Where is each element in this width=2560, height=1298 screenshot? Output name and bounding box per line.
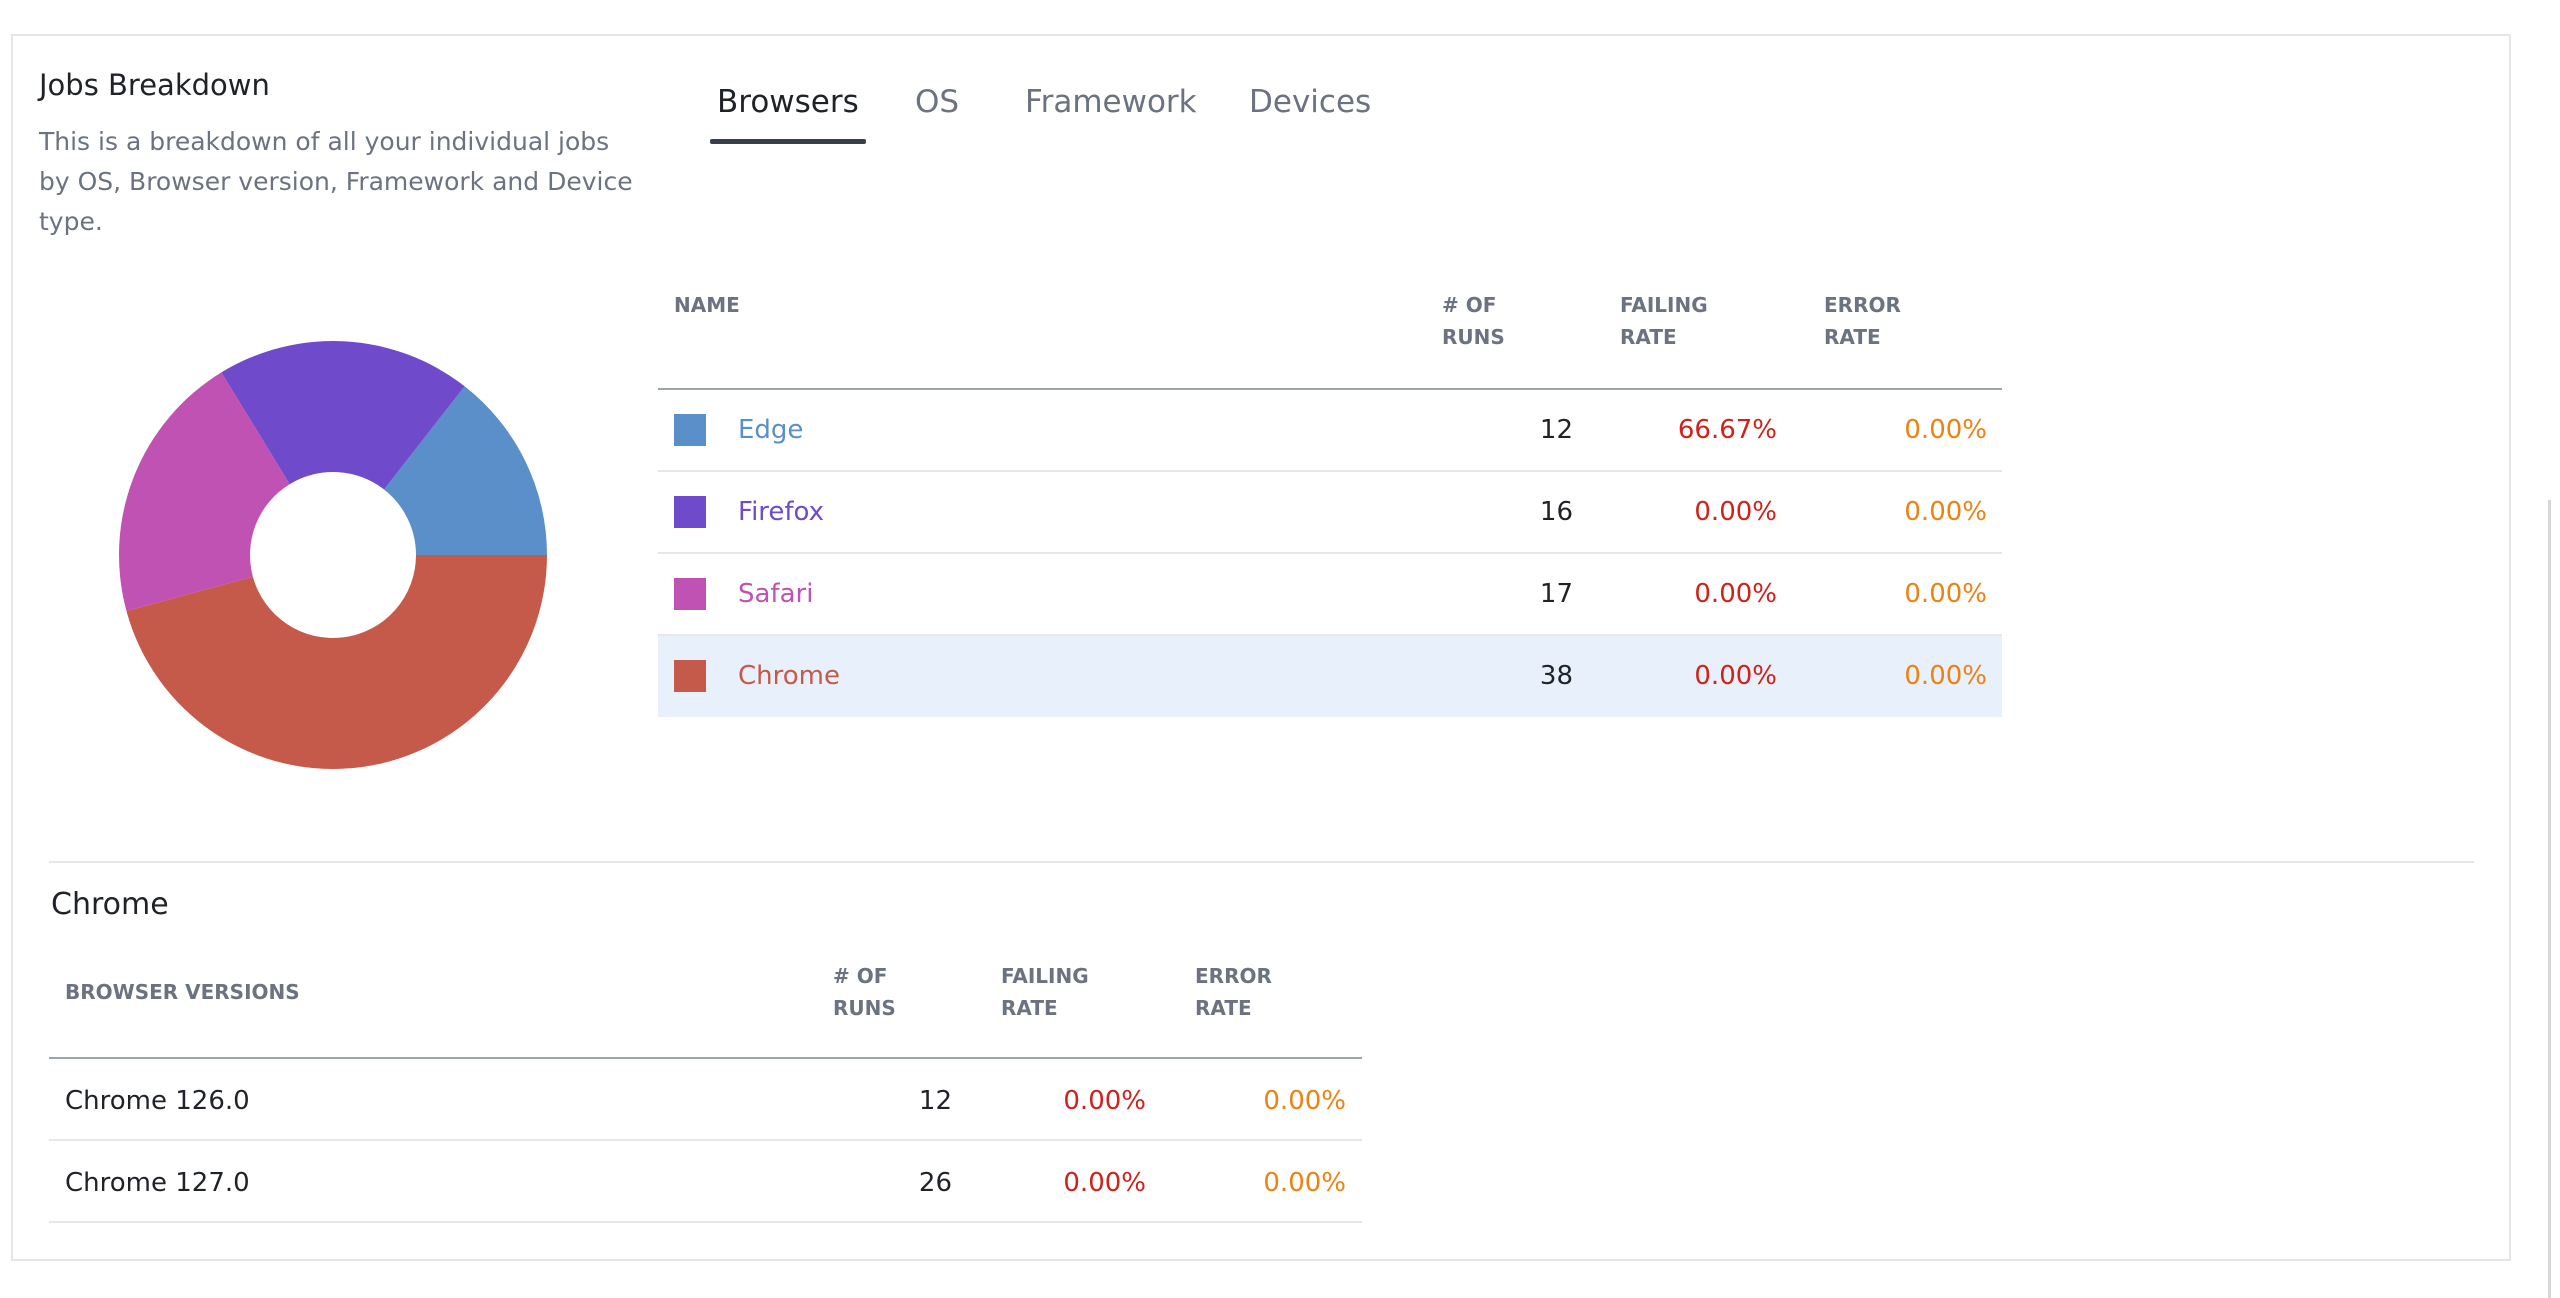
divider [49, 861, 2474, 863]
failing-rate: 66.67% [1677, 415, 1777, 445]
row-rule [658, 634, 2002, 636]
scrollbar[interactable] [2548, 500, 2551, 1298]
browser-name[interactable]: Chrome [738, 661, 840, 691]
donut-slice[interactable] [126, 555, 548, 769]
runs: 26 [918, 1168, 952, 1198]
column-header: FAILING RATE [1620, 293, 1708, 349]
column-header: # OF RUNS [833, 964, 896, 1020]
color-swatch [674, 496, 706, 528]
error-rate: 0.00% [1263, 1168, 1346, 1198]
panel-description: This is a breakdown of all your individu… [39, 127, 633, 236]
donut-slice[interactable] [221, 340, 465, 490]
column-header: NAME [674, 293, 740, 317]
runs: 16 [1539, 497, 1573, 527]
version-name: Chrome 126.0 [65, 1086, 250, 1116]
tab[interactable]: OS [915, 84, 960, 120]
header-rule [49, 1057, 1362, 1059]
runs: 38 [1539, 661, 1573, 691]
browser-name[interactable]: Firefox [738, 497, 825, 527]
tab[interactable]: Framework [1025, 84, 1197, 120]
column-header: ERROR RATE [1195, 964, 1272, 1020]
browser-name[interactable]: Edge [738, 415, 804, 445]
error-rate: 0.00% [1904, 497, 1987, 527]
tab[interactable]: Browsers [717, 84, 859, 120]
color-swatch [674, 660, 706, 692]
error-rate: 0.00% [1263, 1086, 1346, 1116]
runs: 17 [1539, 579, 1573, 609]
column-header: BROWSER VERSIONS [65, 980, 300, 1004]
error-rate: 0.00% [1904, 415, 1987, 445]
row-rule [658, 470, 2002, 472]
tab[interactable]: Devices [1249, 84, 1372, 120]
browser-name[interactable]: Safari [738, 579, 814, 609]
donut-slice[interactable] [119, 372, 290, 612]
row-rule [49, 1139, 1362, 1141]
runs: 12 [1539, 415, 1573, 445]
row-rule [49, 1221, 1362, 1223]
row-rule [658, 552, 2002, 554]
column-header: # OF RUNS [1442, 293, 1505, 349]
failing-rate: 0.00% [1694, 579, 1777, 609]
detail-title: Chrome [51, 887, 169, 922]
failing-rate: 0.00% [1694, 661, 1777, 691]
tab-underline [710, 139, 866, 144]
panel-title: Jobs Breakdown [39, 68, 270, 102]
donut-chart [119, 340, 548, 769]
header-rule [658, 388, 2002, 390]
color-swatch [674, 414, 706, 446]
failing-rate: 0.00% [1063, 1168, 1146, 1198]
error-rate: 0.00% [1904, 661, 1987, 691]
error-rate: 0.00% [1904, 579, 1987, 609]
version-name: Chrome 127.0 [65, 1168, 250, 1198]
donut-slice[interactable] [384, 386, 547, 555]
runs: 12 [918, 1086, 952, 1116]
jobs-panel [11, 34, 2511, 1261]
column-header: FAILING RATE [1001, 964, 1089, 1020]
failing-rate: 0.00% [1694, 497, 1777, 527]
failing-rate: 0.00% [1063, 1086, 1146, 1116]
color-swatch [674, 578, 706, 610]
column-header: ERROR RATE [1824, 293, 1901, 349]
row-highlight [658, 636, 2002, 717]
